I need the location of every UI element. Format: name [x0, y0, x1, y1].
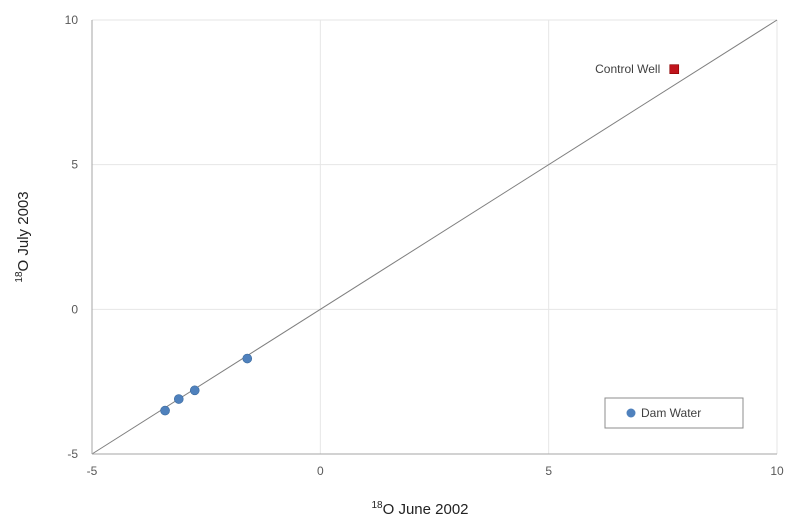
y-tick-label-3: 10	[65, 13, 79, 27]
y-tick-label-1: 0	[71, 302, 78, 316]
x-tick-label-2: 5	[545, 464, 552, 478]
tick-label-layer: -5 0 5 10 -5 0 5 10	[65, 13, 784, 478]
legend-label-0: Dam Water	[641, 406, 701, 420]
x-tick-label-0: -5	[87, 464, 98, 478]
dam-water-point-2	[189, 385, 200, 396]
x-axis-title: 18O June 2002	[371, 500, 468, 518]
dam-water-point-0	[160, 405, 170, 416]
annotation-label-0: Control Well	[595, 62, 660, 76]
x-tick-label-3: 10	[770, 464, 784, 478]
one-to-one-line	[91, 19, 778, 455]
y-axis-title-superscript: 18	[14, 271, 25, 283]
plot-frame-layer	[91, 20, 777, 455]
dam-water-point-3	[242, 353, 253, 364]
x-axis-title-text: O June 2002	[383, 501, 469, 518]
y-axis-title: 18O July 2003	[14, 191, 32, 282]
reference-line-layer	[91, 19, 778, 455]
data-point-layer	[160, 64, 680, 416]
annotation-layer: Control Well	[595, 62, 660, 76]
x-axis-title-superscript: 18	[371, 500, 383, 511]
legend: Dam Water	[604, 397, 744, 429]
y-axis-title-text: O July 2003	[15, 191, 32, 271]
control-well-point-0	[669, 64, 680, 74]
y-tick-label-2: 5	[71, 158, 78, 172]
y-tick-label-0: -5	[67, 447, 78, 461]
legend-marker-0	[626, 408, 636, 418]
x-tick-label-1: 0	[317, 464, 324, 478]
dam-water-point-1	[173, 394, 184, 404]
